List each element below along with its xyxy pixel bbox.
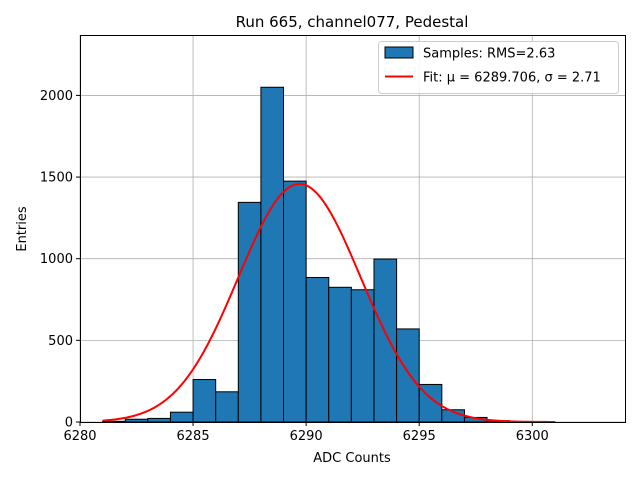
histogram-bar (283, 180, 307, 423)
x-tick-label: 6300 (516, 429, 549, 444)
legend-label-samples: Samples: RMS=2.63 (423, 47, 555, 62)
x-tick-label: 6285 (177, 429, 210, 444)
histogram-bar (215, 391, 239, 423)
legend-label-fit: Fit: μ = 6289.706, σ = 2.71 (423, 71, 601, 86)
histogram-bar (124, 418, 149, 423)
histogram-bar (396, 328, 420, 423)
x-tick-label: 6280 (63, 429, 96, 444)
histogram-bar (260, 86, 285, 423)
x-tick-label: 6290 (290, 429, 323, 444)
y-tick-label: 1500 (40, 171, 73, 186)
histogram-bar (192, 379, 217, 423)
y-tick-label: 0 (65, 416, 73, 431)
y-axis-label: Entries (15, 206, 30, 252)
x-tick-label: 6295 (403, 429, 436, 444)
plot-frame (80, 35, 626, 423)
x-axis: 6280 6285 6290 6295 6300 (63, 422, 549, 444)
histogram-bar (373, 258, 398, 423)
histogram-bar (328, 286, 352, 423)
histogram-bars (102, 86, 556, 423)
fit-curve (102, 182, 555, 423)
y-tick-label: 2000 (40, 89, 73, 104)
histogram-bar (350, 289, 375, 423)
histogram-bar (305, 276, 330, 423)
y-tick-label: 500 (48, 334, 73, 349)
legend-swatch-samples (384, 46, 414, 59)
histogram-bar (169, 411, 194, 423)
fit-curve-group (102, 182, 555, 423)
chart-title: Run 665, channel077, Pedestal (236, 13, 469, 31)
histogram-bar (102, 420, 126, 423)
y-axis: 0 500 1000 1500 2000 (40, 89, 80, 431)
y-tick-label: 1000 (40, 252, 73, 267)
x-axis-label: ADC Counts (313, 451, 391, 466)
histogram-bar (147, 417, 171, 423)
legend: Samples: RMS=2.63 Fit: μ = 6289.706, σ =… (378, 41, 619, 94)
legend-box (378, 41, 619, 94)
